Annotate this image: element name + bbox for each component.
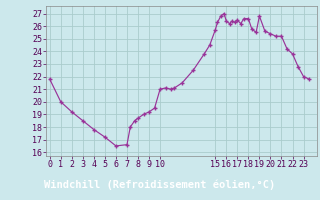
Text: Windchill (Refroidissement éolien,°C): Windchill (Refroidissement éolien,°C) — [44, 179, 276, 190]
